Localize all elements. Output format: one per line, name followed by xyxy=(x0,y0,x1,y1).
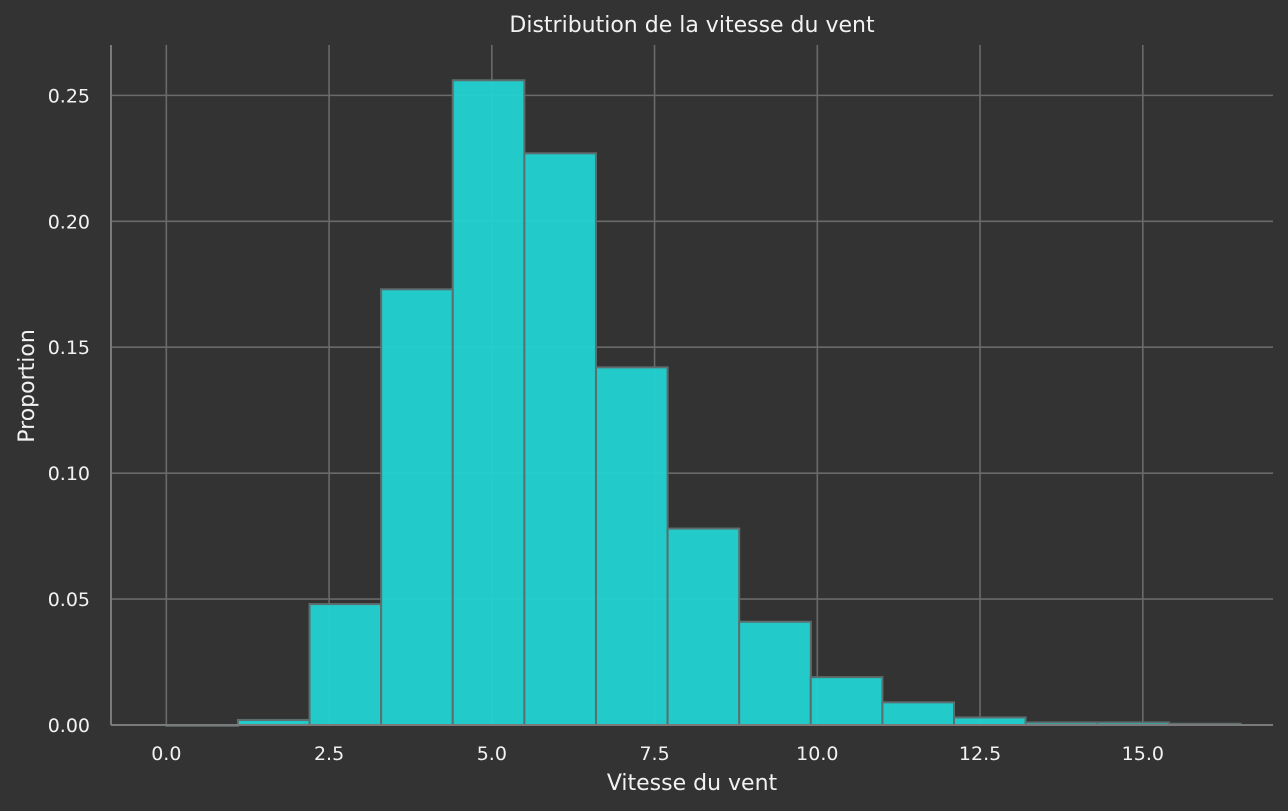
chart-title: Distribution de la vitesse du vent xyxy=(509,13,875,38)
y-tick-label: 0.25 xyxy=(48,85,90,107)
histogram-bar xyxy=(666,527,741,726)
histogram-bar xyxy=(809,676,884,726)
x-tick-label: 0.0 xyxy=(151,743,181,765)
histogram-bar xyxy=(523,152,597,726)
x-axis-ticks: 0.0 2.5 5.0 7.5 10.0 12.5 15.0 xyxy=(151,743,1164,765)
histogram-bar xyxy=(308,603,383,726)
histogram-bar xyxy=(380,288,454,726)
y-tick-label: 0.05 xyxy=(48,589,90,611)
x-tick-label: 5.0 xyxy=(477,743,507,765)
histogram-bar xyxy=(451,79,526,726)
x-tick-label: 7.5 xyxy=(639,743,669,765)
bars xyxy=(165,79,1242,727)
x-tick-label: 10.0 xyxy=(796,743,838,765)
y-tick-label: 0.00 xyxy=(48,715,90,737)
histogram-bar xyxy=(953,716,1027,727)
x-tick-label: 15.0 xyxy=(1122,743,1164,765)
y-tick-label: 0.10 xyxy=(48,463,90,485)
y-axis-ticks: 0.00 0.05 0.10 0.15 0.20 0.25 xyxy=(48,85,90,737)
histogram-bar xyxy=(594,366,669,726)
y-tick-label: 0.15 xyxy=(48,337,90,359)
x-axis-title: Vitesse du vent xyxy=(607,771,778,796)
x-tick-label: 2.5 xyxy=(314,743,344,765)
histogram-bar xyxy=(881,701,956,726)
x-tick-label: 12.5 xyxy=(959,743,1001,765)
histogram-bar xyxy=(738,620,812,726)
axes-spines xyxy=(110,45,1273,726)
y-tick-label: 0.20 xyxy=(48,211,90,233)
y-axis-title: Proportion xyxy=(15,329,40,443)
